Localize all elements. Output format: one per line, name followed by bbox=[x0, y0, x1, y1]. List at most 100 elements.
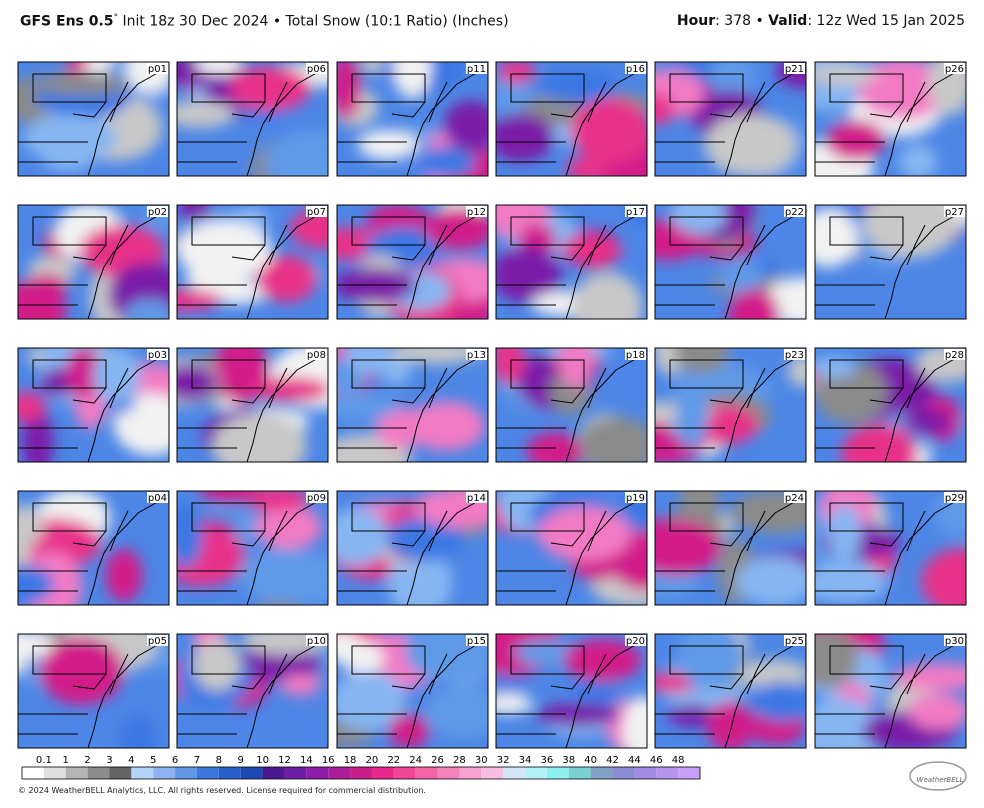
snow-blob bbox=[119, 713, 157, 748]
panel-label: p01 bbox=[148, 64, 167, 75]
panel-label: p05 bbox=[148, 636, 167, 647]
snow-blob bbox=[39, 637, 124, 705]
snow-blob bbox=[496, 245, 562, 304]
colorbar-tick-label: 12 bbox=[278, 755, 291, 766]
panel-frame bbox=[17, 204, 170, 320]
state-borders bbox=[496, 645, 585, 735]
coastline bbox=[884, 638, 966, 748]
coastline bbox=[884, 495, 966, 605]
panel-label: p21 bbox=[785, 64, 804, 75]
state-borders bbox=[815, 216, 904, 306]
panel-label-bg bbox=[147, 635, 168, 646]
colorbar-swatch bbox=[525, 767, 547, 779]
panel-frame bbox=[176, 61, 329, 177]
snow-blob bbox=[903, 409, 952, 435]
coastline bbox=[565, 495, 647, 605]
colorbar-tick-label: 8 bbox=[216, 755, 222, 766]
snow-blob bbox=[177, 364, 217, 401]
snow-blob bbox=[572, 673, 618, 707]
panel-label-bg bbox=[625, 63, 646, 74]
snow-blob bbox=[212, 413, 307, 462]
colorbar-tick-label: 18 bbox=[344, 755, 357, 766]
snow-blob bbox=[862, 205, 958, 258]
logo-mark bbox=[909, 761, 967, 791]
snow-field bbox=[496, 634, 647, 748]
colorbar-swatch bbox=[284, 767, 307, 779]
colorbar-tick-label: 28 bbox=[453, 755, 466, 766]
snow-blob bbox=[496, 72, 531, 118]
state-borders bbox=[815, 645, 904, 735]
snow-blob bbox=[828, 503, 862, 561]
colorbar-tick-label: 44 bbox=[628, 755, 641, 766]
map-panel bbox=[655, 205, 806, 319]
colorbar-swatch bbox=[503, 767, 526, 779]
panel-label: p17 bbox=[626, 207, 645, 218]
panel-label: p28 bbox=[945, 350, 964, 361]
coastline bbox=[246, 495, 328, 605]
state-borders bbox=[815, 73, 904, 163]
panel-label: p19 bbox=[626, 493, 645, 504]
colorbar-swatch bbox=[22, 767, 44, 779]
coastline bbox=[87, 638, 169, 748]
colorbar-swatch bbox=[131, 767, 154, 779]
panel-label: p18 bbox=[626, 350, 645, 361]
map-panel bbox=[655, 634, 806, 748]
snow-blob bbox=[727, 287, 780, 319]
panel-label: p03 bbox=[148, 350, 167, 361]
panel-label-bg bbox=[625, 635, 646, 646]
colorbar-tick-label: 24 bbox=[409, 755, 422, 766]
snow-blob bbox=[670, 205, 727, 235]
snow-blob bbox=[264, 130, 328, 176]
colorbar-swatch bbox=[350, 767, 372, 779]
panel-label: p16 bbox=[626, 64, 645, 75]
colorbar-swatch bbox=[481, 767, 504, 779]
snow-blob bbox=[177, 503, 203, 569]
panel-frame bbox=[176, 347, 329, 463]
snow-field bbox=[177, 348, 328, 462]
snow-blob bbox=[496, 113, 555, 162]
colorbar-swatch bbox=[415, 767, 438, 779]
colorbar-swatch bbox=[568, 767, 591, 779]
colorbar-swatch bbox=[240, 767, 263, 779]
map-panel bbox=[496, 491, 647, 605]
map-panel bbox=[815, 205, 966, 319]
snow-blob bbox=[667, 704, 717, 727]
snow-blob bbox=[579, 417, 647, 462]
panel-label-bg bbox=[944, 492, 965, 503]
snow-blob bbox=[537, 506, 632, 562]
coastline bbox=[724, 495, 806, 605]
snow-field bbox=[337, 205, 488, 319]
map-panel bbox=[337, 491, 488, 605]
panel-label-bg bbox=[625, 349, 646, 360]
panel-label: p06 bbox=[307, 64, 326, 75]
snow-blob bbox=[921, 548, 966, 605]
panel-frame bbox=[336, 633, 489, 749]
colorbar-swatch bbox=[218, 767, 241, 779]
panel-label-bg bbox=[944, 63, 965, 74]
map-panel bbox=[655, 348, 806, 462]
panel-label: p04 bbox=[148, 493, 167, 504]
snow-field bbox=[655, 348, 806, 462]
snow-blob bbox=[105, 548, 143, 603]
colorbar-swatch bbox=[546, 767, 569, 779]
state-borders bbox=[337, 216, 426, 306]
coastline bbox=[724, 638, 806, 748]
panel-frame bbox=[654, 204, 807, 320]
coastline bbox=[565, 352, 647, 462]
panel-frame bbox=[814, 61, 967, 177]
map-panel bbox=[815, 491, 966, 605]
colorbar-swatch bbox=[109, 767, 132, 779]
map-panel bbox=[177, 491, 328, 605]
snow-field bbox=[496, 348, 647, 462]
coastline bbox=[406, 495, 488, 605]
panel-frame bbox=[654, 61, 807, 177]
snow-blob bbox=[655, 519, 722, 576]
state-borders bbox=[496, 502, 585, 592]
snow-blob bbox=[337, 634, 364, 663]
snow-blob bbox=[704, 113, 797, 176]
colorbar-tick-label: 9 bbox=[238, 755, 244, 766]
panel-label-bg bbox=[784, 349, 805, 360]
snow-blob bbox=[907, 693, 966, 730]
colorbar-tick-label: 6 bbox=[172, 755, 178, 766]
snow-blob bbox=[857, 62, 951, 119]
